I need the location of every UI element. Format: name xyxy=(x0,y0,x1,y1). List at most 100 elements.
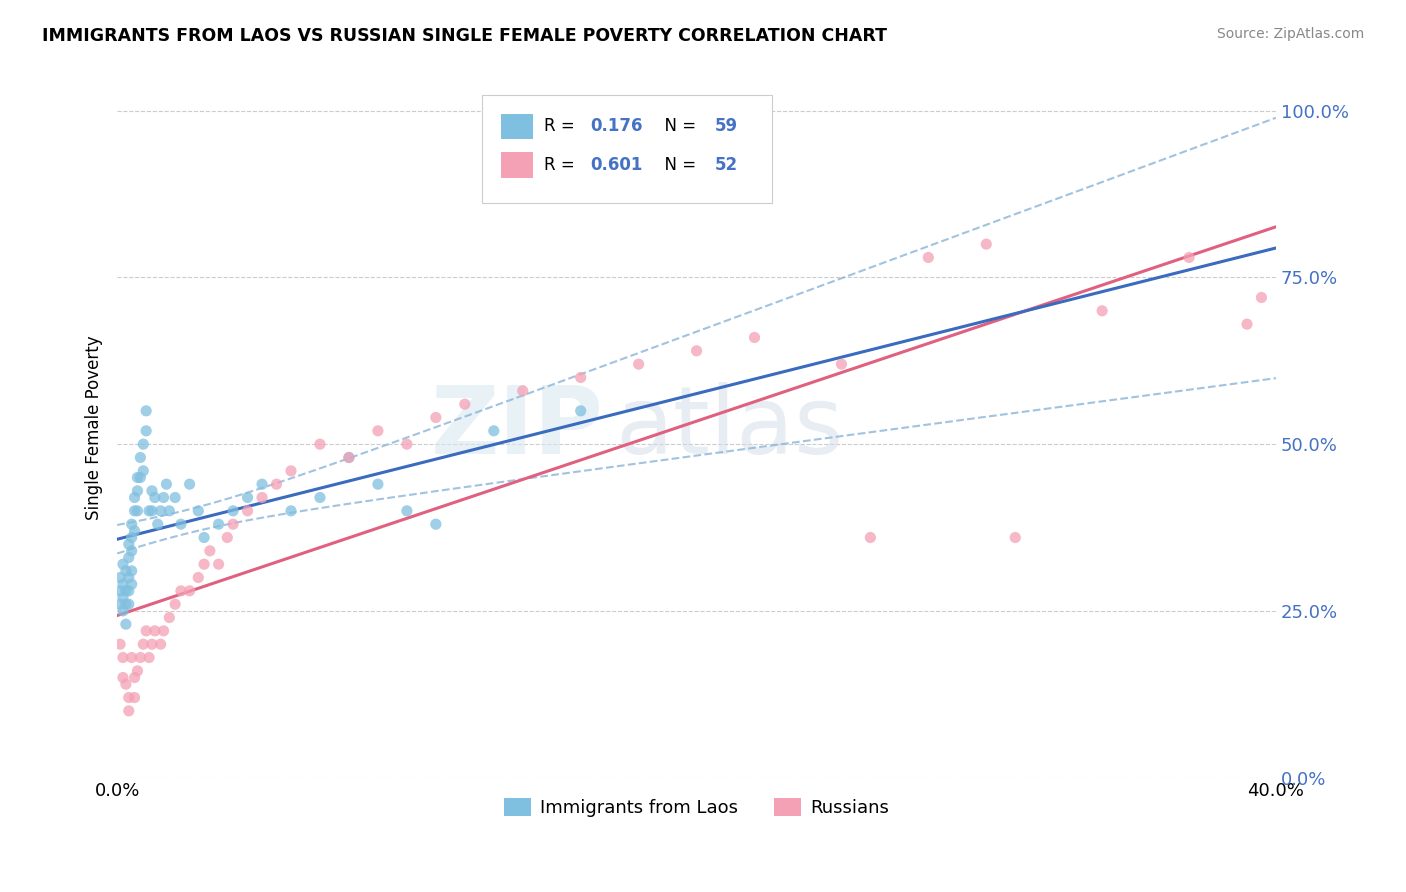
Point xyxy=(132,464,155,478)
Point xyxy=(367,424,389,438)
FancyBboxPatch shape xyxy=(501,153,533,178)
Text: R =: R = xyxy=(544,118,579,136)
Point xyxy=(111,604,134,618)
Point xyxy=(309,491,332,505)
Point xyxy=(569,404,592,418)
Text: R =: R = xyxy=(544,156,579,174)
Point xyxy=(141,504,163,518)
Point xyxy=(198,544,221,558)
Point xyxy=(207,558,229,572)
Point xyxy=(512,384,534,398)
Text: Source: ZipAtlas.com: Source: ZipAtlas.com xyxy=(1216,27,1364,41)
Point xyxy=(121,577,143,591)
Point xyxy=(859,531,882,545)
Point xyxy=(149,637,172,651)
Point xyxy=(115,597,138,611)
Legend: Immigrants from Laos, Russians: Immigrants from Laos, Russians xyxy=(496,790,897,824)
Point xyxy=(425,517,447,532)
Point xyxy=(115,617,138,632)
Point xyxy=(127,483,149,498)
Point xyxy=(111,671,134,685)
Point xyxy=(111,591,134,605)
Point xyxy=(135,624,157,638)
Point xyxy=(108,570,131,584)
Point xyxy=(121,544,143,558)
Point xyxy=(111,558,134,572)
Point xyxy=(280,504,302,518)
Point xyxy=(974,237,997,252)
Point xyxy=(395,504,418,518)
Point xyxy=(157,504,180,518)
Text: 0.176: 0.176 xyxy=(591,118,643,136)
Point xyxy=(118,704,141,718)
Point xyxy=(1091,303,1114,318)
Point xyxy=(222,504,245,518)
Text: atlas: atlas xyxy=(616,382,844,474)
Point xyxy=(118,583,141,598)
Point xyxy=(124,524,146,538)
Text: IMMIGRANTS FROM LAOS VS RUSSIAN SINGLE FEMALE POVERTY CORRELATION CHART: IMMIGRANTS FROM LAOS VS RUSSIAN SINGLE F… xyxy=(42,27,887,45)
Point xyxy=(627,357,650,371)
Point xyxy=(124,491,146,505)
Point xyxy=(170,517,193,532)
Point xyxy=(917,251,939,265)
Text: 52: 52 xyxy=(716,156,738,174)
Point xyxy=(454,397,477,411)
Point xyxy=(118,550,141,565)
Point xyxy=(108,637,131,651)
Point xyxy=(118,690,141,705)
Point xyxy=(222,517,245,532)
Point xyxy=(337,450,360,465)
Point xyxy=(236,504,259,518)
Point xyxy=(1178,251,1201,265)
Text: 59: 59 xyxy=(716,118,738,136)
Point xyxy=(309,437,332,451)
Point xyxy=(207,517,229,532)
Point xyxy=(250,491,273,505)
Point xyxy=(143,624,166,638)
Point xyxy=(157,610,180,624)
Point xyxy=(132,637,155,651)
Point xyxy=(187,504,209,518)
Point xyxy=(115,564,138,578)
Point xyxy=(132,437,155,451)
Point xyxy=(569,370,592,384)
Point xyxy=(193,558,215,572)
Point xyxy=(138,650,160,665)
Point xyxy=(179,583,201,598)
Point xyxy=(146,517,169,532)
Point xyxy=(482,424,505,438)
Point xyxy=(395,437,418,451)
Point xyxy=(118,570,141,584)
Point xyxy=(217,531,239,545)
Point xyxy=(127,504,149,518)
Point xyxy=(138,504,160,518)
Point xyxy=(236,491,259,505)
Point xyxy=(121,650,143,665)
Text: N =: N = xyxy=(654,156,702,174)
FancyBboxPatch shape xyxy=(482,95,772,203)
Point xyxy=(115,677,138,691)
Point xyxy=(367,477,389,491)
Point xyxy=(170,583,193,598)
Point xyxy=(744,330,766,344)
Point xyxy=(118,537,141,551)
Y-axis label: Single Female Poverty: Single Female Poverty xyxy=(86,335,103,520)
Point xyxy=(124,671,146,685)
Point xyxy=(135,404,157,418)
Point xyxy=(250,477,273,491)
Point xyxy=(152,624,174,638)
Point xyxy=(135,424,157,438)
Point xyxy=(111,650,134,665)
Point xyxy=(155,477,177,491)
Text: N =: N = xyxy=(654,118,702,136)
Point xyxy=(266,477,288,491)
Point xyxy=(685,343,707,358)
Text: 0.601: 0.601 xyxy=(591,156,643,174)
FancyBboxPatch shape xyxy=(501,114,533,139)
Point xyxy=(152,491,174,505)
Point xyxy=(1236,317,1258,331)
Point xyxy=(425,410,447,425)
Point xyxy=(337,450,360,465)
Point xyxy=(187,570,209,584)
